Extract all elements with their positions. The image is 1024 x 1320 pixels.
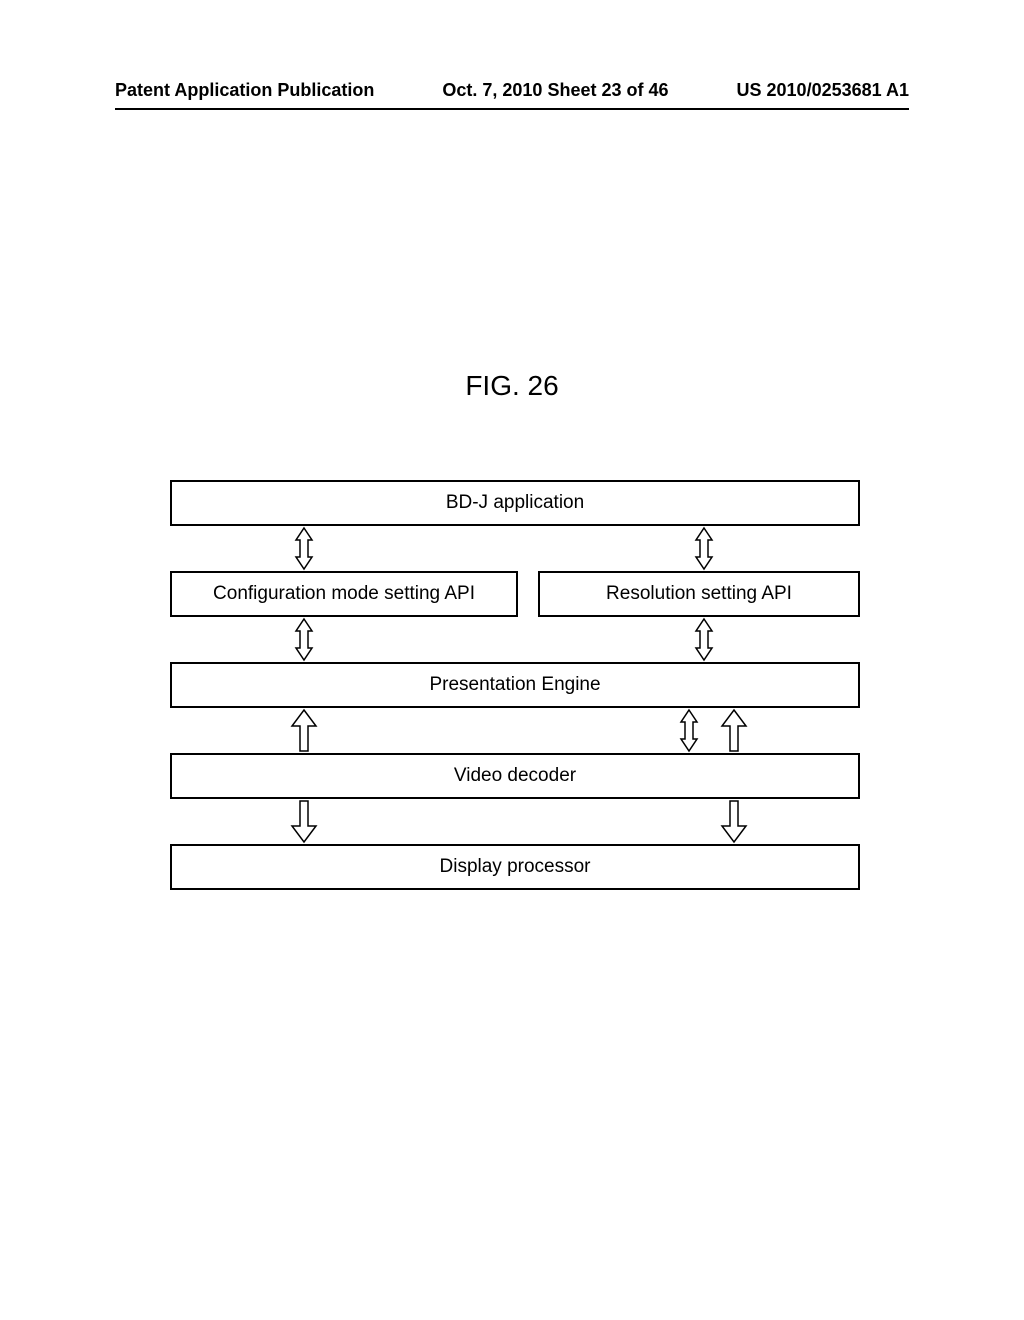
figure-title: FIG. 26 — [0, 370, 1024, 402]
arrow-up-icon — [290, 708, 318, 753]
header-divider — [115, 108, 909, 110]
box-resolution-api: Resolution setting API — [538, 571, 860, 617]
box-display-processor: Display processor — [170, 844, 860, 890]
header-center: Oct. 7, 2010 Sheet 23 of 46 — [442, 80, 668, 101]
arrow-down-icon — [290, 799, 318, 844]
arrow-bidir-icon — [690, 526, 718, 571]
box-video-decoder: Video decoder — [170, 753, 860, 799]
arrow-row-3 — [170, 708, 860, 753]
header-left: Patent Application Publication — [115, 80, 374, 101]
api-row: Configuration mode setting API Resolutio… — [170, 571, 860, 617]
arrow-row-1 — [170, 526, 860, 571]
arrow-up-icon — [720, 708, 748, 753]
arrow-row-2 — [170, 617, 860, 662]
box-bdj-application: BD-J application — [170, 480, 860, 526]
diagram-container: BD-J application Configuration mode sett… — [170, 480, 860, 890]
arrow-bidir-icon — [290, 617, 318, 662]
arrow-down-icon — [720, 799, 748, 844]
box-presentation-engine: Presentation Engine — [170, 662, 860, 708]
header-right: US 2010/0253681 A1 — [737, 80, 909, 101]
arrow-bidir-icon — [675, 708, 703, 753]
arrow-bidir-icon — [290, 526, 318, 571]
box-config-mode-api: Configuration mode setting API — [170, 571, 518, 617]
page-header: Patent Application Publication Oct. 7, 2… — [0, 80, 1024, 101]
arrow-row-4 — [170, 799, 860, 844]
arrow-bidir-icon — [690, 617, 718, 662]
